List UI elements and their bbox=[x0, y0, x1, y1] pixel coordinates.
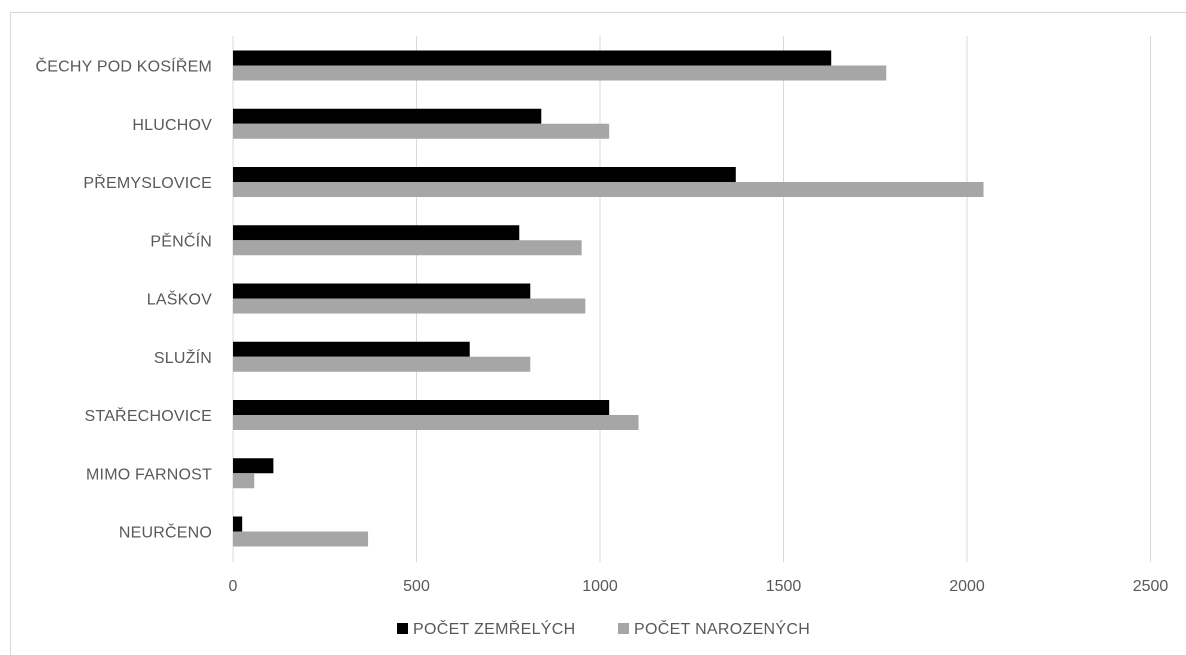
bar bbox=[233, 400, 610, 415]
bar bbox=[233, 298, 586, 314]
category-label: SLUŽÍN bbox=[154, 348, 212, 367]
bar bbox=[233, 341, 470, 357]
bar bbox=[233, 516, 243, 532]
x-tick-label: 500 bbox=[403, 578, 430, 595]
legend-swatch bbox=[618, 623, 629, 634]
category-label: PŘEMYSLOVICE bbox=[83, 173, 212, 192]
bar bbox=[233, 356, 531, 372]
category-label: LAŠKOV bbox=[147, 290, 212, 309]
bar bbox=[233, 473, 255, 489]
x-tick-labels: 0 500 1000 1500 2000 2500 bbox=[229, 578, 1169, 595]
x-tick-label: 1000 bbox=[582, 578, 618, 595]
x-tick-label: 2000 bbox=[949, 578, 985, 595]
bar bbox=[233, 240, 582, 256]
legend-swatch bbox=[397, 623, 408, 634]
bar bbox=[233, 50, 832, 66]
x-tick-label: 0 bbox=[229, 578, 238, 595]
category-label: STAŘECHOVICE bbox=[85, 406, 212, 425]
x-tick-label: 1500 bbox=[766, 578, 802, 595]
bar bbox=[233, 108, 542, 124]
bar bbox=[233, 182, 984, 197]
bar bbox=[233, 123, 610, 139]
bar bbox=[233, 458, 274, 474]
category-labels: ČECHY POD KOSÍŘEM HLUCHOV PŘEMYSLOVICE PĚNČ… bbox=[36, 57, 212, 542]
bar bbox=[233, 283, 531, 299]
category-label: MIMO FARNOST bbox=[86, 466, 212, 483]
legend: POČET ZEMŘELÝCH POČET NAROZENÝCH bbox=[397, 619, 810, 638]
bars bbox=[233, 50, 984, 547]
chart-frame bbox=[10, 12, 1186, 655]
category-label: HLUCHOV bbox=[132, 117, 212, 134]
bar bbox=[233, 167, 736, 182]
x-tick-label: 2500 bbox=[1133, 578, 1169, 595]
bar bbox=[233, 225, 520, 241]
category-label: ČECHY POD KOSÍŘEM bbox=[36, 57, 212, 76]
bar bbox=[233, 65, 887, 81]
category-label: PĚNČÍN bbox=[150, 231, 212, 250]
bar bbox=[233, 531, 369, 547]
category-label: NEURČENO bbox=[119, 523, 212, 542]
legend-label: POČET ZEMŘELÝCH bbox=[413, 619, 575, 638]
bar bbox=[233, 415, 639, 430]
legend-label: POČET NAROZENÝCH bbox=[634, 619, 810, 638]
